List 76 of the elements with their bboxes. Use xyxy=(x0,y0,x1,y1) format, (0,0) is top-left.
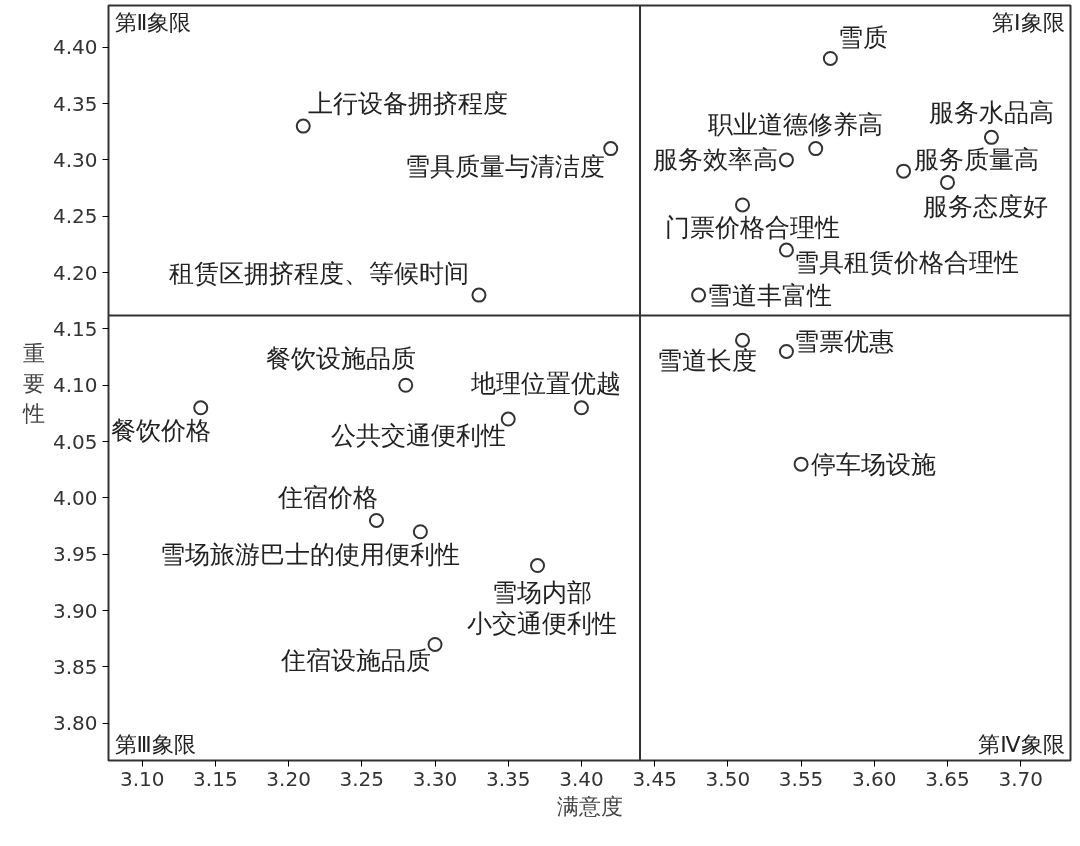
point xyxy=(808,141,824,157)
point xyxy=(368,512,384,528)
y-axis-title: 重要性 xyxy=(21,340,45,426)
data-label: 雪具质量与清洁度 xyxy=(404,152,605,182)
y-tick-label: 3.80 xyxy=(52,711,98,736)
data-label: 住宿价格 xyxy=(277,483,379,513)
x-tick-label: 3.40 xyxy=(559,766,604,791)
y-tick-label: 4.25 xyxy=(52,204,98,229)
data-label: 停车场设施 xyxy=(811,449,937,479)
point xyxy=(940,174,955,190)
data-label: 雪道丰富性 xyxy=(706,280,832,310)
x-tick-label: 3.50 xyxy=(705,766,751,791)
x-tick-label: 3.15 xyxy=(193,766,238,791)
x-tick-label: 3.20 xyxy=(266,766,311,791)
point xyxy=(412,524,428,540)
data-label: 雪场内部小交通便利性 xyxy=(466,577,617,639)
x-tick-label: 3.70 xyxy=(998,766,1043,791)
data-label: 公共交通便利性 xyxy=(331,420,507,450)
point xyxy=(471,287,487,303)
data-label: 租赁区拥挤程度、等候时间 xyxy=(168,258,469,288)
x-tick-label: 3.35 xyxy=(485,766,531,791)
x-tick-label: 3.55 xyxy=(778,766,824,791)
data-label: 雪道长度 xyxy=(656,346,757,376)
point xyxy=(896,163,912,179)
data-label: 餐饮价格 xyxy=(110,415,211,445)
x-tick-label: 3.10 xyxy=(119,766,165,791)
y-tick-label: 3.90 xyxy=(52,598,98,623)
y-tick-label: 3.85 xyxy=(52,654,98,679)
data-label: 门票价格合理性 xyxy=(665,212,841,242)
point xyxy=(778,242,794,258)
data-label: 上行设备拥挤程度 xyxy=(308,89,509,119)
y-tick-label: 4.40 xyxy=(52,35,98,60)
point xyxy=(295,118,311,134)
data-label: 服务态度好 xyxy=(922,192,1048,222)
point xyxy=(398,377,414,393)
point xyxy=(822,50,838,66)
y-tick-label: 4.05 xyxy=(52,429,98,454)
data-label: 住宿设施品质 xyxy=(280,645,432,675)
point xyxy=(691,287,707,303)
data-label: 雪质 xyxy=(838,23,889,53)
data-label: 职业道德修养高 xyxy=(708,109,884,139)
data-label: 餐饮设施品质 xyxy=(265,344,416,374)
point xyxy=(193,400,209,416)
x-tick-label: 3.30 xyxy=(412,766,458,791)
y-tick-label: 3.95 xyxy=(52,542,98,567)
y-tick-label: 4.20 xyxy=(52,260,98,285)
y-tick-label: 4.00 xyxy=(52,485,98,510)
x-tick-label: 3.25 xyxy=(339,766,385,791)
x-tick-label: 3.65 xyxy=(925,766,970,791)
point xyxy=(735,332,751,348)
data-label: 雪场旅游巴士的使用便利性 xyxy=(160,539,461,569)
annotation: 第Ⅲ象限 xyxy=(114,731,196,757)
point xyxy=(603,141,619,157)
annotation: 第Ⅱ象限 xyxy=(114,9,192,35)
point xyxy=(735,197,751,213)
y-tick-label: 4.30 xyxy=(52,147,98,172)
x-tick-label: 3.60 xyxy=(852,766,897,791)
annotation: 第Ⅳ象限 xyxy=(978,731,1065,757)
data-label: 服务效率高 xyxy=(653,145,779,175)
data-label: 雪票优惠 xyxy=(794,326,895,356)
data-label: 服务水品高 xyxy=(928,98,1054,128)
data-label: 雪具租赁价格合理性 xyxy=(794,247,1020,277)
point xyxy=(778,343,794,359)
point xyxy=(778,152,794,168)
point xyxy=(573,400,589,416)
x-axis-title: 满意度 xyxy=(556,793,623,819)
annotation: 第Ⅰ象限 xyxy=(992,9,1065,35)
y-tick-label: 4.35 xyxy=(52,91,98,116)
data-label: 服务质量高 xyxy=(913,144,1039,174)
point xyxy=(983,129,999,145)
y-tick-label: 4.10 xyxy=(52,373,98,398)
point xyxy=(530,558,546,574)
x-tick-label: 3.45 xyxy=(632,766,677,791)
point xyxy=(793,456,809,472)
y-tick-label: 4.15 xyxy=(52,316,98,341)
data-label: 地理位置优越 xyxy=(470,368,622,398)
